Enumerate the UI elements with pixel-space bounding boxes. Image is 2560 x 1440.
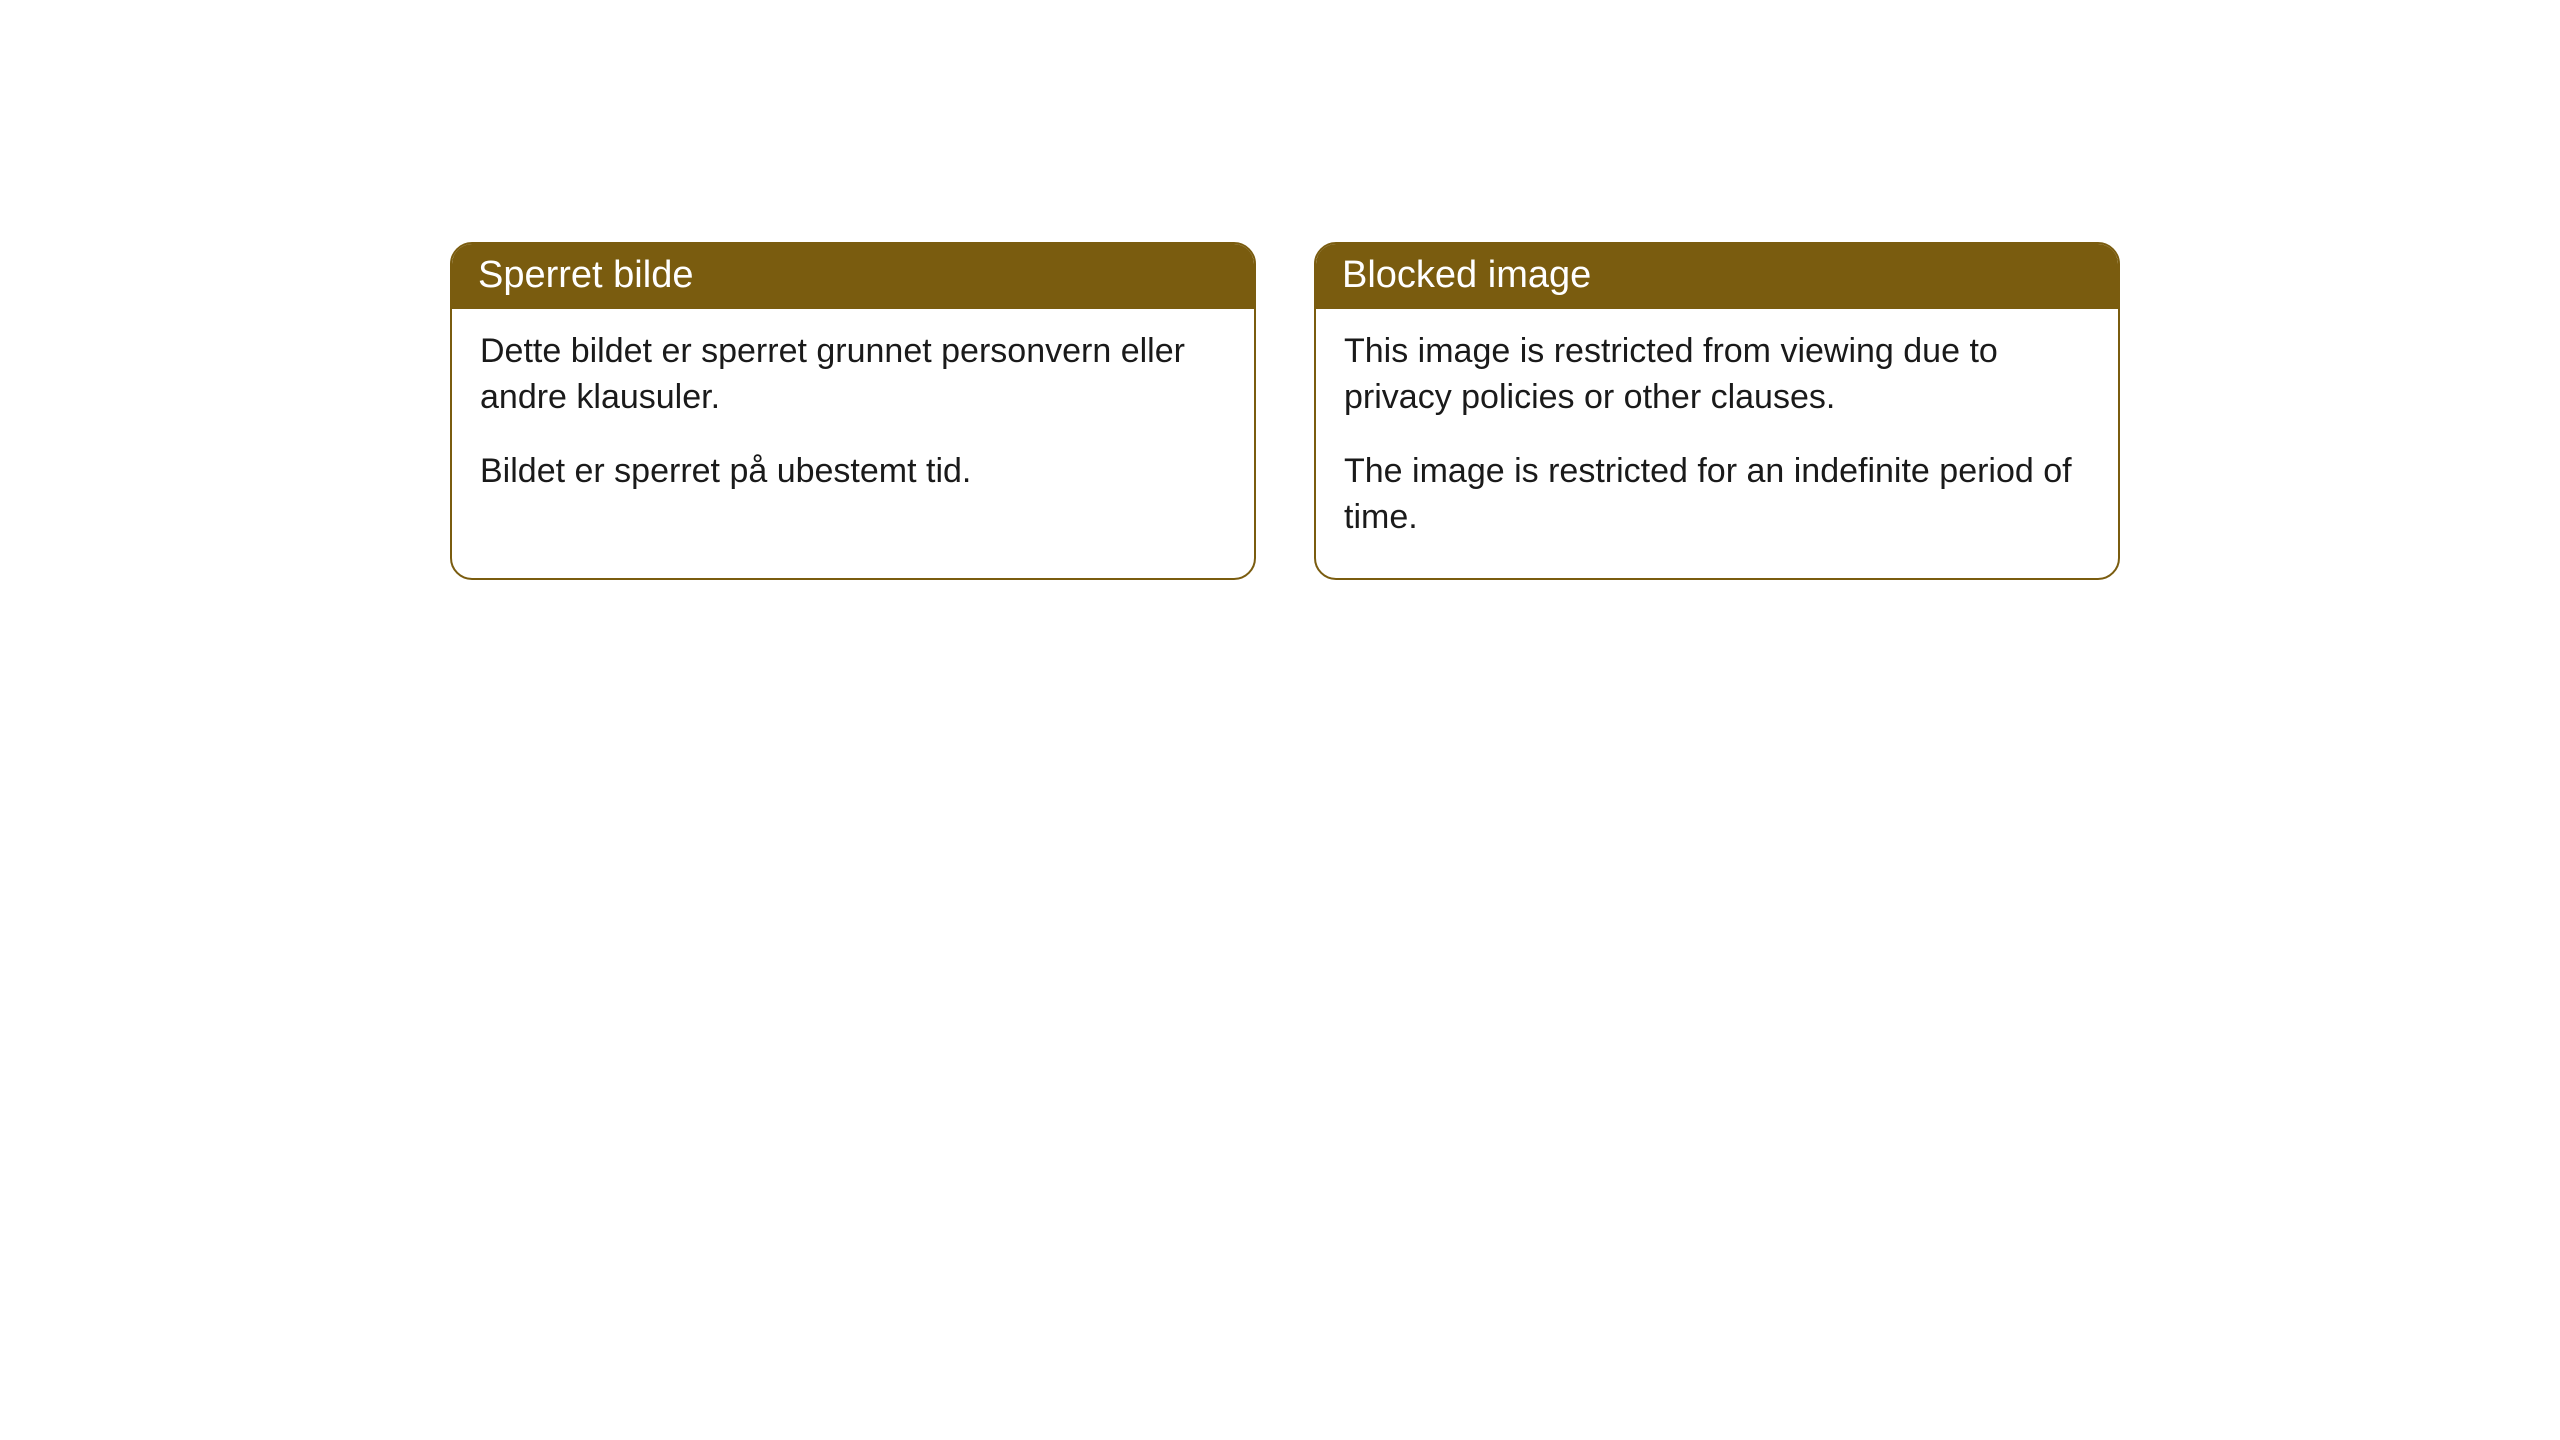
notice-card-norwegian: Sperret bilde Dette bildet er sperret gr… (450, 242, 1256, 580)
card-body-norwegian: Dette bildet er sperret grunnet personve… (452, 309, 1254, 531)
card-paragraph: This image is restricted from viewing du… (1344, 329, 2090, 421)
card-paragraph: The image is restricted for an indefinit… (1344, 449, 2090, 541)
card-paragraph: Dette bildet er sperret grunnet personve… (480, 329, 1226, 421)
card-paragraph: Bildet er sperret på ubestemt tid. (480, 449, 1226, 495)
card-header-english: Blocked image (1316, 244, 2118, 309)
card-title-norwegian: Sperret bilde (478, 254, 693, 296)
card-title-english: Blocked image (1342, 254, 1591, 296)
notice-cards-container: Sperret bilde Dette bildet er sperret gr… (450, 242, 2120, 580)
notice-card-english: Blocked image This image is restricted f… (1314, 242, 2120, 580)
card-body-english: This image is restricted from viewing du… (1316, 309, 2118, 577)
card-header-norwegian: Sperret bilde (452, 244, 1254, 309)
